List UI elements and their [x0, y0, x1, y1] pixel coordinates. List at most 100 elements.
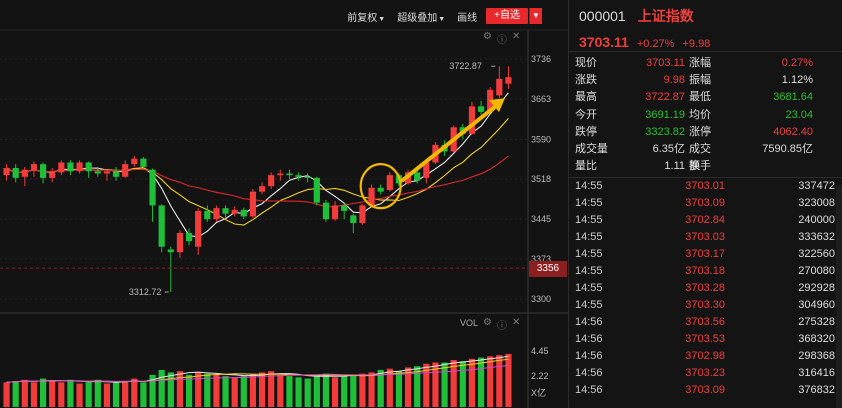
- candle-body: [131, 158, 138, 165]
- volume-bar: [350, 374, 357, 407]
- volume-bars-group: [3, 353, 512, 407]
- candle-body: [3, 167, 10, 176]
- candle: [331, 201, 339, 221]
- tick-row: 14:56 3703.23 316416: [575, 365, 836, 382]
- tick-row: 14:56 3702.98 298368: [575, 348, 836, 365]
- volume-bar: [249, 373, 257, 407]
- close-icon[interactable]: ✕: [511, 31, 521, 42]
- quote-label: 跌停: [575, 125, 597, 138]
- close-icon[interactable]: ✕: [511, 317, 521, 328]
- add-favorite-button[interactable]: +自选: [486, 8, 528, 24]
- volume-axis-label: X亿: [531, 387, 546, 398]
- candle: [341, 203, 348, 220]
- candle-body: [76, 162, 83, 172]
- tick-row: 14:56 3703.09 376832: [575, 382, 836, 399]
- tick-time: 14:56: [575, 316, 603, 329]
- volume-bar: [359, 373, 366, 407]
- candle: [240, 207, 247, 220]
- candle: [313, 176, 320, 206]
- caret-down-icon: ▼: [438, 15, 446, 23]
- candle: [21, 166, 28, 187]
- quote-row: 最高 3722.87 最低 3681.64: [575, 89, 836, 106]
- chart-panel[interactable]: 前复权▼ 超级叠加▼ 画线 +自选 ▼ ⚙ ⓘ ✕ VOL ⚙ ⓘ ✕ 3736…: [0, 0, 568, 408]
- tick-time: 14:55: [575, 180, 603, 193]
- tick-volume: 323008: [798, 197, 835, 210]
- candle: [213, 205, 220, 222]
- candle: [468, 101, 476, 135]
- fq-dropdown[interactable]: 前复权▼: [347, 12, 386, 24]
- candle-body: [350, 215, 357, 224]
- high-marker-label: 3722.87: [449, 61, 482, 71]
- tick-row: 14:55 3703.28 292928: [575, 280, 836, 297]
- tick-time: 14:56: [575, 350, 603, 363]
- volume-bar: [368, 372, 375, 407]
- tick-volume: 337472: [798, 180, 835, 193]
- candle: [423, 160, 430, 184]
- candle-body: [140, 158, 147, 167]
- tick-list[interactable]: 14:55 3703.01 337472 14:55 3703.09 323008 14:5…: [569, 178, 842, 399]
- volume-bar: [386, 368, 393, 407]
- volume-axis-label: 2.22: [531, 371, 549, 381]
- candle: [30, 161, 38, 177]
- candle: [204, 205, 211, 222]
- overlay-dropdown[interactable]: 超级叠加▼: [397, 12, 446, 24]
- candle: [140, 156, 147, 170]
- candle-body: [304, 176, 311, 178]
- candle: [286, 169, 293, 179]
- tick-time: 14:55: [575, 248, 603, 261]
- quote-value: 1.11: [664, 160, 685, 173]
- candle: [304, 173, 311, 183]
- volume-bar: [176, 371, 184, 407]
- volume-bar: [131, 378, 138, 407]
- last-price: 3703.11: [579, 34, 629, 50]
- change-value: +9.98: [682, 38, 711, 50]
- quote-panel: 000001 上证指数 3703.11 +0.27% +9.98 现价 3703.…: [568, 0, 842, 408]
- candle-body: [331, 205, 339, 220]
- volume-bar: [414, 366, 421, 407]
- draw-line-button[interactable]: 画线: [457, 12, 478, 24]
- volume-bar: [112, 382, 120, 407]
- add-favorite-dropdown-icon[interactable]: ▼: [529, 8, 542, 24]
- tick-scrollbar[interactable]: [836, 185, 842, 408]
- price-axis-label: 3736: [531, 54, 551, 64]
- volume-ma-lines: [6, 355, 509, 383]
- candle-body: [167, 249, 174, 253]
- candle: [295, 172, 302, 181]
- candle: [12, 164, 19, 183]
- quote-label: 换手: [689, 160, 711, 173]
- tick-price: 3703.17: [685, 248, 725, 261]
- quote-row: 量比 1.11 换手: [575, 158, 836, 175]
- volume-bar: [505, 353, 512, 407]
- candle-body: [414, 172, 421, 181]
- tick-time: 14:55: [575, 265, 603, 278]
- tick-volume: 304960: [798, 299, 835, 312]
- vol-indicator-label[interactable]: VOL: [460, 318, 479, 328]
- tick-price: 3703.18: [685, 265, 725, 278]
- price-axis-label: 3590: [531, 134, 551, 144]
- candle: [350, 213, 357, 233]
- settings-icon[interactable]: ⚙: [483, 317, 492, 328]
- info-icon[interactable]: ⓘ: [496, 35, 507, 46]
- volume-bar: [468, 358, 476, 407]
- volume-axis-label: 4.45: [531, 346, 549, 356]
- candle: [176, 230, 184, 258]
- candle-body: [496, 78, 503, 96]
- tick-row: 14:56 3703.56 275328: [575, 314, 836, 331]
- candle: [268, 172, 275, 189]
- tick-row: 14:56 3703.53 368320: [575, 331, 836, 348]
- volume-bar: [231, 377, 238, 407]
- kline-chart[interactable]: 3736 3663 3590 3518 3445 3373 3300 4.45 2.22 X亿 3…: [0, 0, 568, 408]
- volume-bar: [30, 382, 38, 407]
- candle-body: [313, 177, 320, 203]
- quote-value: 7590.85亿: [762, 142, 813, 155]
- info-icon[interactable]: ⓘ: [496, 321, 507, 332]
- candle-body: [94, 171, 101, 174]
- quote-value: 1.12%: [781, 74, 813, 87]
- volume-bar: [304, 378, 311, 407]
- settings-icon[interactable]: ⚙: [483, 31, 492, 42]
- tick-volume: 240000: [798, 214, 835, 227]
- tick-time: 14:56: [575, 367, 603, 380]
- candle-body: [49, 172, 56, 178]
- volume-bar: [268, 371, 275, 407]
- trend-arrow-head: [489, 98, 505, 113]
